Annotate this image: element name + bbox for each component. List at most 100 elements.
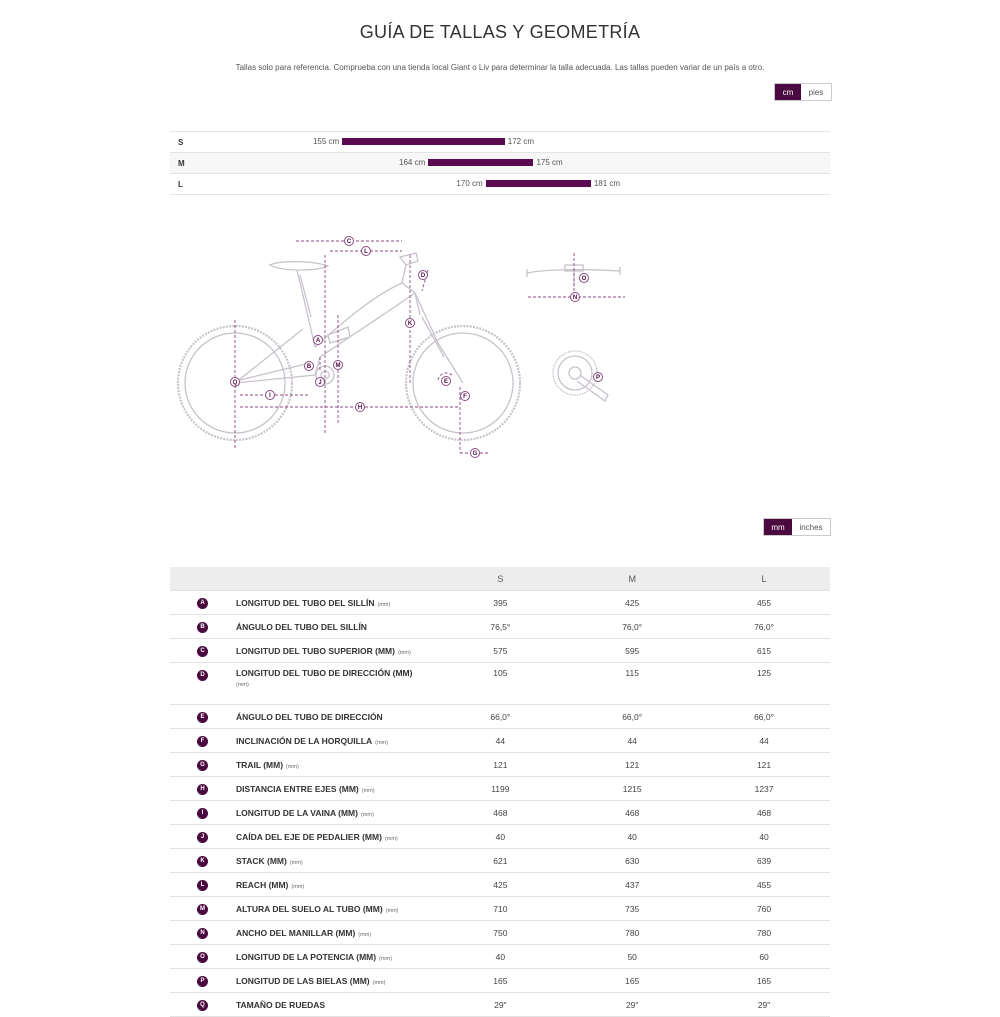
diagram-marker-a: A xyxy=(313,335,323,345)
measurement-name: LONGITUD DEL TUBO DE DIRECCIÓN (MM) xyxy=(235,668,413,678)
table-row: M ALTURA DEL SUELO AL TUBO (MM) (mm) 710 735… xyxy=(170,896,830,921)
diagram-marker-letter: L xyxy=(364,249,368,255)
measurement-name: STACK (MM) xyxy=(235,855,287,866)
value-cell-s: 425 xyxy=(434,872,567,897)
size-row-l: L 170 cm 181 cm xyxy=(170,173,830,195)
value-cell-l: 780 xyxy=(698,920,830,945)
value-cell-s: 621 xyxy=(434,848,567,873)
value-cell-s: 710 xyxy=(434,896,567,921)
diagram-marker-letter: P xyxy=(596,375,600,381)
diagram-marker-o: O xyxy=(579,273,589,283)
measurement-letter-badge: I xyxy=(196,808,208,819)
letter-cell: J xyxy=(170,824,235,849)
measurement-unit: (mm) xyxy=(360,811,374,818)
letter-cell: C xyxy=(170,638,235,663)
measurement-name: ALTURA DEL SUELO AL TUBO (MM) xyxy=(235,903,383,914)
diagram-marker-j: J xyxy=(315,377,325,387)
value-cell-l: 468 xyxy=(698,800,830,825)
value-cell-l: 44 xyxy=(698,728,830,753)
value-cell-s: 750 xyxy=(434,920,567,945)
value-cell-s: 121 xyxy=(434,752,567,777)
letter-cell: I xyxy=(170,800,235,825)
size-max-label: 175 cm xyxy=(536,158,563,167)
measurement-letter-badge: M xyxy=(196,904,208,915)
value-cell-m: 165 xyxy=(566,968,699,993)
measurement-letter-badge: P xyxy=(196,976,208,987)
measurement-unit: (mm) xyxy=(377,601,391,608)
measurement-name-cell: LONGITUD DEL TUBO DEL SILLÍN (mm) xyxy=(234,590,435,615)
value-cell-m: 630 xyxy=(566,848,699,873)
value-cell-l: 165 xyxy=(698,968,830,993)
diagram-marker-e: E xyxy=(441,376,451,386)
diagram-marker-letter: J xyxy=(318,380,321,386)
rider-size-chart: S 155 cm 172 cm M 164 cm 175 cm L 170 cm 181 cm xyxy=(170,131,830,195)
value-cell-s: 40 xyxy=(434,944,567,969)
measurement-name: LONGITUD DEL TUBO DEL SILLÍN xyxy=(235,597,375,608)
table-row: Q TAMAÑO DE RUEDAS 29" 29" 29" xyxy=(170,992,830,1017)
size-disclaimer: Tallas solo para referencia. Comprueba c… xyxy=(235,63,765,72)
unit-cm-button[interactable]: cm xyxy=(775,84,801,100)
value-cell-m: 780 xyxy=(566,920,699,945)
table-row: N ANCHO DEL MANILLAR (MM) (mm) 750 780 780 xyxy=(170,920,830,945)
measurement-name-cell: DISTANCIA ENTRE EJES (MM) (mm) xyxy=(234,776,435,801)
value-cell-s: 468 xyxy=(434,800,567,825)
geometry-diagram: A B C D E F G H I J K L M N O P Q xyxy=(176,236,625,458)
table-row: O LONGITUD DE LA POTENCIA (MM) (mm) 40 50 60 xyxy=(170,944,830,969)
letter-cell: M xyxy=(170,896,235,921)
letter-cell: E xyxy=(170,704,235,729)
value-cell-m: 115 xyxy=(566,662,699,705)
measurement-name: CAÍDA DEL EJE DE PEDALIER (MM) xyxy=(235,831,382,842)
value-cell-l: 455 xyxy=(698,872,830,897)
unit-feet-button[interactable]: pies xyxy=(801,84,831,100)
header-size-l: L xyxy=(698,567,830,591)
letter-cell: K xyxy=(170,848,235,873)
value-cell-m: 1215 xyxy=(566,776,699,801)
measurement-name: TAMAÑO DE RUEDAS xyxy=(235,999,326,1010)
diagram-marker-d: D xyxy=(418,270,428,280)
measurement-unit: (mm) xyxy=(235,682,249,688)
unit-mm-button[interactable]: mm xyxy=(764,519,792,535)
measurement-name-cell: LONGITUD DE LA POTENCIA (MM) (mm) xyxy=(234,944,435,969)
table-row: D LONGITUD DEL TUBO DE DIRECCIÓN (MM) (mm)… xyxy=(170,662,830,705)
size-label: S xyxy=(178,138,184,147)
geometry-unit-toggle: mm inches xyxy=(763,518,831,536)
table-row: C LONGITUD DEL TUBO SUPERIOR (MM) (mm) 575 5… xyxy=(170,638,830,663)
letter-cell: F xyxy=(170,728,235,753)
value-cell-s: 44 xyxy=(434,728,567,753)
measurement-name-cell: TRAIL (MM) (mm) xyxy=(234,752,435,777)
diagram-marker-h: H xyxy=(355,402,365,412)
size-label: L xyxy=(178,180,183,189)
diagram-marker-p: P xyxy=(593,372,603,382)
value-cell-m: 595 xyxy=(566,638,699,663)
diagram-marker-letter: M xyxy=(336,363,341,369)
header-size-m: M xyxy=(566,567,699,591)
measurement-name-cell: ÁNGULO DEL TUBO DE DIRECCIÓN xyxy=(234,704,435,729)
page-title: GUÍA DE TALLAS Y GEOMETRÍA xyxy=(359,22,641,42)
diagram-marker-letter: A xyxy=(316,338,321,344)
table-row: G TRAIL (MM) (mm) 121 121 121 xyxy=(170,752,830,777)
height-unit-toggle: cm pies xyxy=(774,83,832,101)
unit-inches-button[interactable]: inches xyxy=(792,519,830,535)
value-cell-s: 575 xyxy=(434,638,567,663)
value-cell-l: 615 xyxy=(698,638,830,663)
letter-cell: D xyxy=(170,662,235,705)
value-cell-s: 29" xyxy=(434,992,567,1017)
value-cell-l: 29" xyxy=(698,992,830,1017)
table-row: F INCLINACIÓN DE LA HORQUILLA (mm) 44 44 44 xyxy=(170,728,830,753)
diagram-marker-letter: E xyxy=(444,379,448,385)
value-cell-m: 50 xyxy=(566,944,699,969)
value-cell-s: 105 xyxy=(434,662,567,705)
measurement-name: LONGITUD DE LA VAINA (MM) xyxy=(235,807,358,818)
table-row: P LONGITUD DE LAS BIELAS (MM) (mm) 165 165 16… xyxy=(170,968,830,993)
diagram-marker-g: G xyxy=(470,448,480,458)
size-max-label: 172 cm xyxy=(507,137,535,146)
measurement-unit: (mm) xyxy=(372,979,386,986)
value-cell-s: 395 xyxy=(434,590,567,615)
measurement-name: ÁNGULO DEL TUBO DEL SILLÍN xyxy=(235,621,367,632)
letter-cell: G xyxy=(170,752,235,777)
value-cell-l: 66,0° xyxy=(698,704,830,729)
measurement-unit: (mm) xyxy=(385,907,399,914)
value-cell-m: 437 xyxy=(566,872,699,897)
letter-cell: P xyxy=(170,968,235,993)
size-label: M xyxy=(178,159,185,168)
